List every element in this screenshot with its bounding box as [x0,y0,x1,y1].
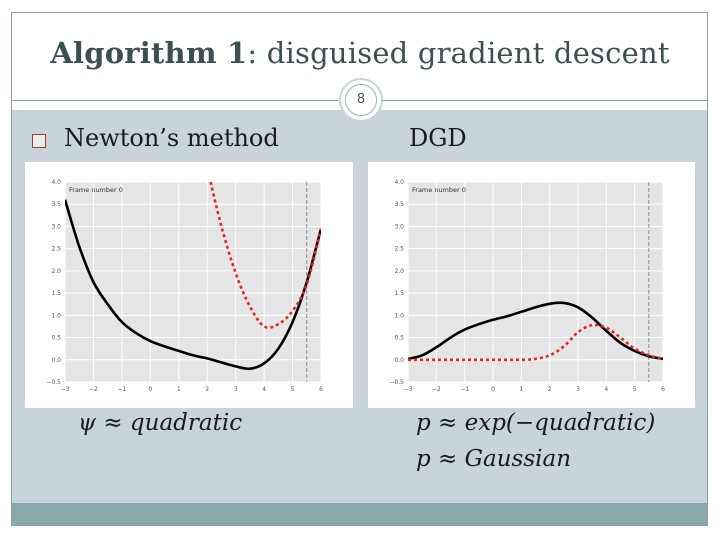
y-tick-label: 4.0 [51,179,61,186]
y-tick-label: 2.5 [51,246,61,253]
series-dashed-red [408,323,663,362]
x-tick-label: 0 [148,386,152,393]
x-tick-label: −3 [404,386,413,393]
slide-number-badge: 8 [339,78,383,122]
series-dashed-red [209,182,321,330]
y-tick-label: 2.5 [394,246,404,253]
x-tick-label: 3 [234,386,238,393]
plot-area [408,182,663,382]
y-tick-label: 0.0 [51,357,61,364]
chart-newton-svg: −3 −2 −1 0 1 2 3 4 5 6 −0.5 0.0 0.5 1.0 1.5 2.0 2.5 3.0 3.… [46,179,323,393]
y-tick-label: 3.5 [51,201,61,208]
y-tick-label: 1.0 [51,312,61,319]
heading-newtons-method: Newton’s method [64,124,279,152]
footer-bar [12,503,707,525]
y-tick-label: 3.5 [394,201,404,208]
frame-number-label: Frame number 0 [69,186,123,194]
y-tick-label: −0.5 [389,379,404,386]
plot-dgd: −3 −2 −1 0 1 2 3 4 5 6 −0.5 0.0 0.5 1.0 1.5 2.0 2.5 3.0 3.… [368,162,695,408]
y-tick-label: 1.5 [394,290,404,297]
slide-title: Algorithm 1: disguised gradient descent [0,36,720,70]
chart-dgd-svg: −3 −2 −1 0 1 2 3 4 5 6 −0.5 0.0 0.5 1.0 1.5 2.0 2.5 3.0 3.… [389,179,665,393]
x-tick-label: 6 [661,386,665,393]
x-tick-label: 2 [205,386,209,393]
formula-p-exp: p ≈ exp(−quadratic) [416,410,656,436]
x-tick-label: −1 [117,386,126,393]
x-tick-label: 4 [604,386,608,393]
x-tick-label: 4 [262,386,266,393]
x-tick-label: 6 [319,386,323,393]
series-solid-black [408,301,663,361]
title-bold: Algorithm 1 [50,36,248,70]
x-tick-label: 1 [177,386,181,393]
x-tick-label: −3 [61,386,70,393]
y-tick-label: 2.0 [394,268,404,275]
y-tick-label: 0.5 [394,335,404,342]
x-tick-label: −2 [432,386,441,393]
y-tick-label: 4.0 [394,179,404,186]
bullet-checkbox-icon [32,134,46,148]
x-tick-label: −1 [460,386,469,393]
y-tick-label: 0.5 [51,335,61,342]
heading-dgd: DGD [409,124,467,152]
x-tick-label: 5 [291,386,295,393]
y-tick-label: 2.0 [51,268,61,275]
x-tick-label: −2 [89,386,98,393]
frame-number-label: Frame number 0 [412,186,466,194]
x-tick-label: 0 [491,386,495,393]
formula-p-gaussian: p ≈ Gaussian [416,446,572,472]
y-tick-label: −0.5 [46,379,61,386]
plot-newton: −3 −2 −1 0 1 2 3 4 5 6 −0.5 0.0 0.5 1.0 1.5 2.0 2.5 3.0 3.… [25,162,353,408]
y-tick-label: 3.0 [51,223,61,230]
plot-area [65,182,321,382]
title-divider-left [12,100,338,101]
slide-number: 8 [345,84,377,116]
y-tick-label: 1.5 [51,290,61,297]
title-divider-right [382,100,707,101]
y-tick-label: 1.0 [394,312,404,319]
x-tick-label: 1 [519,386,523,393]
series-solid-black [65,199,321,371]
x-tick-label: 5 [633,386,637,393]
y-tick-label: 0.0 [394,357,404,364]
y-tick-label: 3.0 [394,223,404,230]
title-rest: : disguised gradient descent [247,36,670,70]
x-tick-label: 2 [548,386,552,393]
x-tick-label: 3 [576,386,580,393]
formula-psi-quadratic: ψ ≈ quadratic [78,410,243,436]
